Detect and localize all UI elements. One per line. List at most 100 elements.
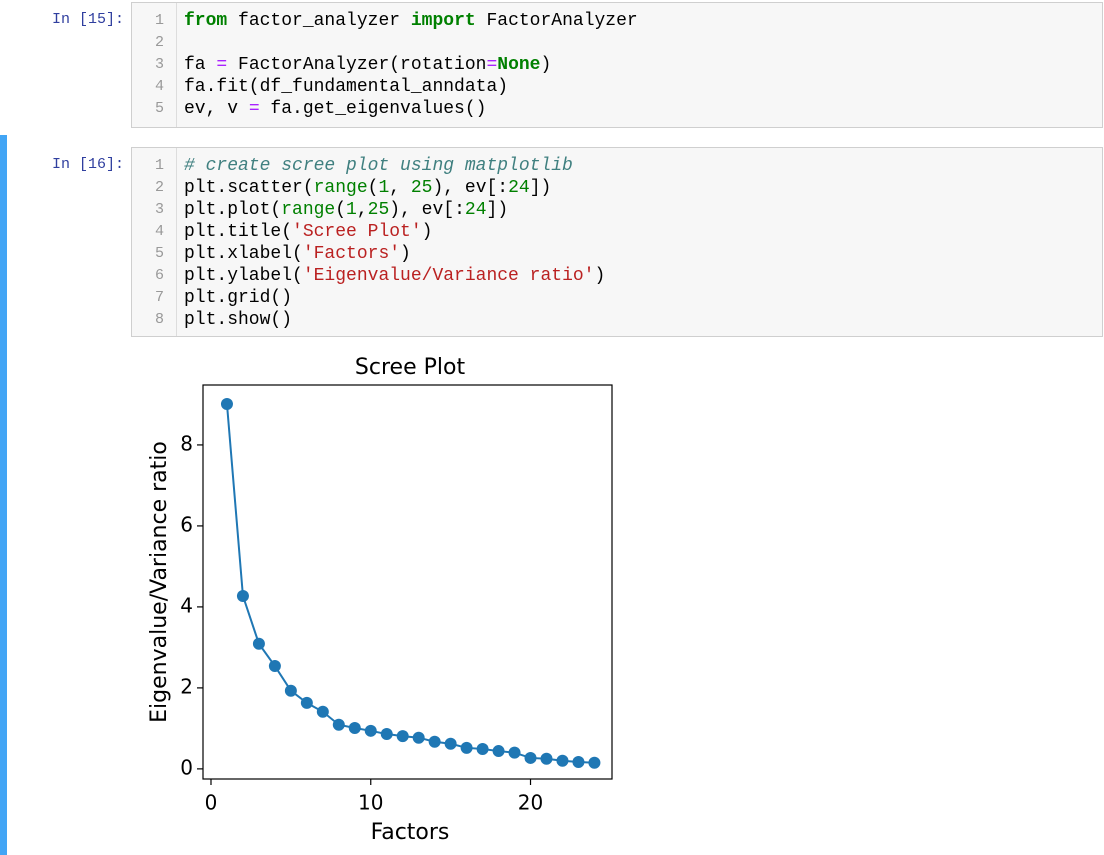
line-number: 8 — [154, 311, 164, 328]
code-line: plt.ylabel('Eigenvalue/Variance ratio') — [184, 265, 605, 287]
data-point — [332, 718, 345, 731]
data-point — [236, 589, 249, 602]
code-token: 25 — [410, 178, 433, 198]
y-tick-label: 6 — [180, 512, 193, 536]
data-point — [556, 754, 569, 767]
line-number: 2 — [154, 179, 164, 196]
code-token: from — [184, 11, 228, 31]
data-point — [572, 755, 585, 768]
code-token: = — [486, 55, 498, 75]
data-point — [476, 743, 489, 756]
code-token: # create scree plot using matplotlib — [184, 156, 573, 176]
x-tick-label: 10 — [358, 791, 383, 815]
code-line: fa.fit(df_fundamental_anndata) — [184, 76, 508, 98]
y-tick-label: 0 — [180, 755, 193, 779]
cell-prompt: In [16]: — [51, 156, 124, 173]
code-token: 24 — [508, 178, 530, 198]
code-token: ( — [367, 178, 379, 198]
code-line: plt.grid() — [184, 287, 292, 309]
line-number: 2 — [154, 34, 164, 51]
data-point — [588, 756, 601, 769]
code-token: 'Factors' — [302, 244, 401, 264]
code-token: plt.grid() — [184, 288, 293, 308]
data-point — [348, 721, 361, 734]
code-line: plt.show() — [184, 309, 292, 331]
code-token: ) — [540, 55, 552, 75]
code-line: plt.xlabel('Factors') — [184, 243, 411, 265]
data-point — [460, 741, 473, 754]
code-token: 1 — [378, 178, 390, 198]
code-token: ) — [594, 266, 606, 286]
code-token: ]) — [529, 178, 552, 198]
code-token: 24 — [464, 200, 487, 220]
code-line: plt.title('Scree Plot') — [184, 221, 432, 243]
code-line: fa = FactorAnalyzer(rotation=None) — [184, 54, 551, 76]
code-line: ev, v = fa.get_eigenvalues() — [184, 98, 486, 120]
data-point — [428, 735, 441, 748]
code-token: 25 — [367, 200, 390, 220]
code-token: ev, v — [184, 99, 249, 119]
code-token: ) — [400, 244, 411, 264]
x-tick-label: 0 — [205, 791, 218, 815]
y-tick-label: 2 — [180, 674, 193, 698]
code-token: import — [410, 11, 476, 31]
y-tick-label: 4 — [180, 593, 193, 617]
data-point — [540, 752, 553, 765]
data-point — [524, 751, 537, 764]
code-token: fa.get_eigenvalues() — [259, 99, 487, 119]
code-token: ]) — [486, 200, 509, 220]
code-line: from factor_analyzer import FactorAnalyz… — [184, 10, 638, 32]
code-line: plt.plot(range(1,25), ev[:24]) — [184, 199, 508, 221]
code-token: 1 — [346, 200, 357, 220]
plot-frame — [202, 384, 613, 780]
data-point — [444, 737, 457, 750]
code-token: ), ev[: — [389, 200, 465, 220]
code-token: ( — [335, 200, 347, 220]
data-point — [396, 730, 409, 743]
code-token: None — [497, 55, 541, 75]
code-token: = — [216, 55, 228, 75]
code-token: plt.xlabel( — [184, 244, 303, 264]
line-number: 1 — [154, 157, 164, 174]
code-token: FactorAnalyzer(rotation — [227, 55, 487, 75]
line-number: 3 — [154, 201, 164, 218]
data-point — [268, 660, 281, 673]
data-point — [284, 684, 297, 697]
x-axis-label: Factors — [371, 820, 450, 845]
data-point — [412, 731, 425, 744]
cell-prompt: In [15]: — [51, 11, 124, 28]
code-token: plt.scatter( — [184, 178, 314, 198]
code-token: range — [313, 178, 368, 198]
y-axis-label: Eigenvalue/Variance ratio — [147, 441, 172, 723]
data-point — [300, 696, 313, 709]
code-cell: 1 2 3 4 5 6 7 8 # create scree plot using matplo… — [131, 147, 1103, 337]
code-token: range — [281, 200, 336, 220]
line-number: 5 — [154, 245, 164, 262]
code-token: 'Eigenvalue/Variance ratio' — [302, 266, 595, 286]
data-point — [508, 746, 521, 759]
code-cell: 1 2 3 4 5 from factor_analyzer import FactorA… — [131, 2, 1103, 128]
code-token: fa.fit(df_fundamental_anndata) — [184, 77, 509, 97]
code-token: plt.ylabel( — [184, 266, 303, 286]
chart-title: Scree Plot — [355, 355, 466, 380]
line-number: 1 — [154, 12, 164, 29]
line-gutter: 1 2 3 4 5 6 7 8 — [132, 148, 177, 336]
code-token: = — [248, 99, 260, 119]
code-token: 'Scree Plot' — [292, 222, 422, 242]
selected-cell-bar — [0, 135, 7, 855]
code-token: plt.title( — [184, 222, 293, 242]
line-gutter: 1 2 3 4 5 — [132, 3, 177, 127]
code-token: plt.plot( — [184, 200, 282, 220]
data-point — [252, 637, 265, 650]
x-tick-label: 20 — [518, 791, 543, 815]
code-token: plt.show() — [184, 310, 293, 330]
y-tick-label: 8 — [180, 431, 193, 455]
data-point — [316, 705, 329, 718]
code-token: FactorAnalyzer — [475, 11, 638, 31]
line-number: 7 — [154, 289, 164, 306]
line-number: 3 — [154, 56, 164, 73]
code-token: , — [389, 178, 411, 198]
data-point — [380, 728, 393, 741]
